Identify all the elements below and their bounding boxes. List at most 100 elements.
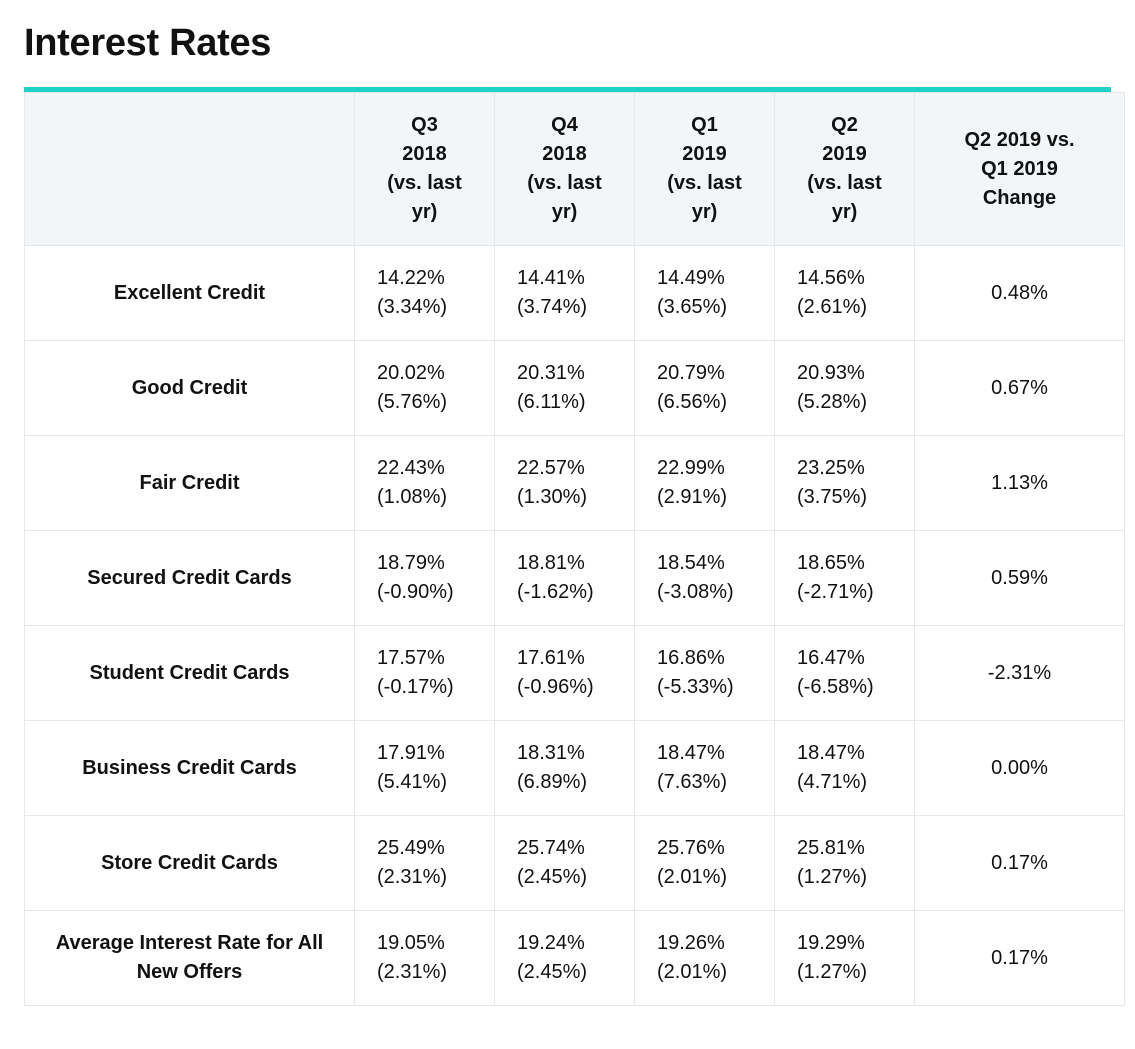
header-q4-2018: Q4 2018 (vs. last yr)	[495, 93, 635, 246]
table-body: Excellent Credit14.22%(3.34%)14.41%(3.74…	[25, 246, 1125, 1006]
rate-value: 14.56%	[797, 267, 865, 289]
header-text: Q3	[411, 114, 438, 136]
header-text: (vs. last	[527, 172, 601, 194]
cell-q3_18: 14.22% (3.34%)	[355, 246, 495, 341]
header-blank	[25, 93, 355, 246]
yoy-value: (2.45%)	[517, 866, 587, 888]
cell-change: -2.31%	[915, 626, 1125, 721]
yoy-value: (-0.17%)	[377, 676, 454, 698]
yoy-value: (6.11%)	[517, 391, 586, 413]
table-row: Student Credit Cards17.57%(-0.17%)17.61%…	[25, 626, 1125, 721]
cell-change: 0.17%	[915, 816, 1125, 911]
rate-value: 25.49%	[377, 837, 445, 859]
cell-q2_19: 25.81%(1.27%)	[775, 816, 915, 911]
header-text: Q1 2019	[981, 158, 1058, 180]
rate-value: 20.79%	[657, 362, 725, 384]
rate-value: 14.22%	[377, 267, 445, 289]
cell-q3_18: 19.05% (2.31%)	[355, 911, 495, 1006]
cell-change: 0.59%	[915, 531, 1125, 626]
cell-change: 0.48%	[915, 246, 1125, 341]
header-text: yr)	[832, 201, 858, 223]
header-q3-2018: Q3 2018 (vs. last yr)	[355, 93, 495, 246]
header-text: Q2 2019 vs.	[964, 129, 1074, 151]
rate-value: 23.25%	[797, 457, 865, 479]
rate-value: 19.26%	[657, 932, 725, 954]
table-row: Good Credit20.02%(5.76%)20.31%(6.11%)20.…	[25, 341, 1125, 436]
rate-value: 25.74%	[517, 837, 585, 859]
cell-q2_19: 18.65%(-2.71%)	[775, 531, 915, 626]
rate-value: 17.61%	[517, 647, 585, 669]
cell-q1_19: 16.86%(-5.33%)	[635, 626, 775, 721]
cell-change: 0.67%	[915, 341, 1125, 436]
row-label: Good Credit	[25, 341, 355, 436]
row-label: Business Credit Cards	[25, 721, 355, 816]
cell-q4_18: 20.31% (6.11%)	[495, 341, 635, 436]
table-row: Business Credit Cards17.91%(5.41%)18.31%…	[25, 721, 1125, 816]
yoy-value: (3.75%)	[797, 486, 867, 508]
header-text: Q1	[691, 114, 718, 136]
header-text: 2019	[822, 143, 867, 165]
yoy-value: (1.30%)	[517, 486, 587, 508]
yoy-value: (5.76%)	[377, 391, 447, 413]
rate-value: 19.05%	[377, 932, 445, 954]
rate-value: 18.31%	[517, 742, 585, 764]
cell-change: 0.00%	[915, 721, 1125, 816]
header-text: 2019	[682, 143, 727, 165]
yoy-value: (7.63%)	[657, 771, 727, 793]
table-row: Average Interest Rate for All New Offers…	[25, 911, 1125, 1006]
yoy-value: (5.41%)	[377, 771, 447, 793]
rate-value: 18.81%	[517, 552, 585, 574]
page-title: Interest Rates	[24, 22, 1111, 65]
rate-value: 18.79%	[377, 552, 445, 574]
yoy-value: (6.89%)	[517, 771, 587, 793]
rate-value: 20.31%	[517, 362, 585, 384]
yoy-value: (-0.96%)	[517, 676, 594, 698]
yoy-value: (1.27%)	[797, 866, 867, 888]
cell-q4_18: 18.31% (6.89%)	[495, 721, 635, 816]
yoy-value: (-3.08%)	[657, 581, 734, 603]
yoy-value: (2.45%)	[517, 961, 587, 983]
header-q2-2019: Q2 2019 (vs. last yr)	[775, 93, 915, 246]
row-label: Student Credit Cards	[25, 626, 355, 721]
cell-q1_19: 18.47% (7.63%)	[635, 721, 775, 816]
cell-q2_19: 23.25% (3.75%)	[775, 436, 915, 531]
rate-value: 18.47%	[797, 742, 865, 764]
row-label: Secured Credit Cards	[25, 531, 355, 626]
yoy-value: (1.08%)	[377, 486, 447, 508]
yoy-value: (2.01%)	[657, 866, 727, 888]
rate-value: 19.29%	[797, 932, 865, 954]
cell-change: 1.13%	[915, 436, 1125, 531]
table-header-row: Q3 2018 (vs. last yr) Q4 2018 (vs. last …	[25, 93, 1125, 246]
header-text: Change	[983, 187, 1056, 209]
rate-value: 18.47%	[657, 742, 725, 764]
yoy-value: (3.34%)	[377, 296, 447, 318]
header-change: Q2 2019 vs. Q1 2019 Change	[915, 93, 1125, 246]
rate-value: 16.47%	[797, 647, 865, 669]
yoy-value: (-6.58%)	[797, 676, 874, 698]
cell-q4_18: 25.74% (2.45%)	[495, 816, 635, 911]
rate-value: 20.02%	[377, 362, 445, 384]
table-row: Fair Credit22.43%(1.08%)22.57%(1.30%)22.…	[25, 436, 1125, 531]
cell-q1_19: 14.49%(3.65%)	[635, 246, 775, 341]
header-text: yr)	[692, 201, 718, 223]
row-label: Excellent Credit	[25, 246, 355, 341]
header-q1-2019: Q1 2019 (vs. last yr)	[635, 93, 775, 246]
cell-q3_18: 18.79% (-0.90%)	[355, 531, 495, 626]
yoy-value: (2.31%)	[377, 961, 447, 983]
yoy-value: (-5.33%)	[657, 676, 734, 698]
rate-value: 22.43%	[377, 457, 445, 479]
cell-q4_18: 18.81%(-1.62%)	[495, 531, 635, 626]
cell-change: 0.17%	[915, 911, 1125, 1006]
header-text: yr)	[552, 201, 578, 223]
header-text: (vs. last	[807, 172, 881, 194]
yoy-value: (2.01%)	[657, 961, 727, 983]
yoy-value: (-2.71%)	[797, 581, 874, 603]
yoy-value: (3.65%)	[657, 296, 727, 318]
cell-q1_19: 22.99%(2.91%)	[635, 436, 775, 531]
header-text: yr)	[412, 201, 438, 223]
rate-value: 19.24%	[517, 932, 585, 954]
rate-value: 22.99%	[657, 457, 725, 479]
yoy-value: (-0.90%)	[377, 581, 454, 603]
header-text: 2018	[402, 143, 447, 165]
cell-q2_19: 18.47%(4.71%)	[775, 721, 915, 816]
